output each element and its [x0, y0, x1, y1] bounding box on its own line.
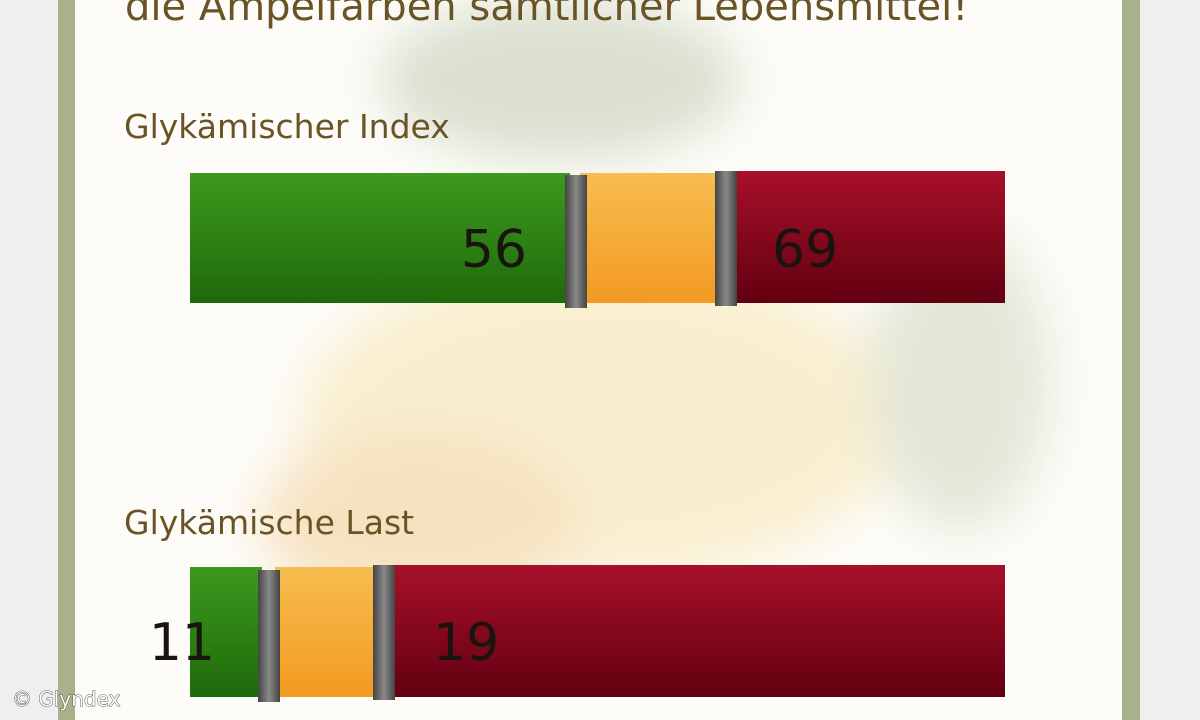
threshold-marker [258, 570, 280, 702]
traffic-light-bar [190, 565, 1005, 702]
orange-segment [275, 567, 380, 697]
threshold-label: 11 [149, 613, 215, 673]
green-segment [190, 173, 570, 303]
section-title: Glykämischer Index [124, 107, 450, 146]
threshold-marker [565, 175, 587, 308]
header-text: die Ampelfarben sämtlicher Lebensmittel! [125, 0, 968, 30]
green-segment [190, 567, 262, 697]
red-segment [730, 171, 1005, 303]
traffic-light-bar [190, 171, 1005, 308]
threshold-marker [715, 171, 737, 306]
threshold-label: 56 [461, 220, 527, 280]
threshold-label: 19 [433, 613, 499, 673]
red-segment [390, 565, 1005, 697]
threshold-marker [373, 565, 395, 700]
threshold-label: 69 [772, 220, 838, 280]
watermark: © Glyndex [12, 687, 121, 711]
orange-segment [580, 173, 720, 303]
section-title: Glykämische Last [124, 503, 414, 542]
